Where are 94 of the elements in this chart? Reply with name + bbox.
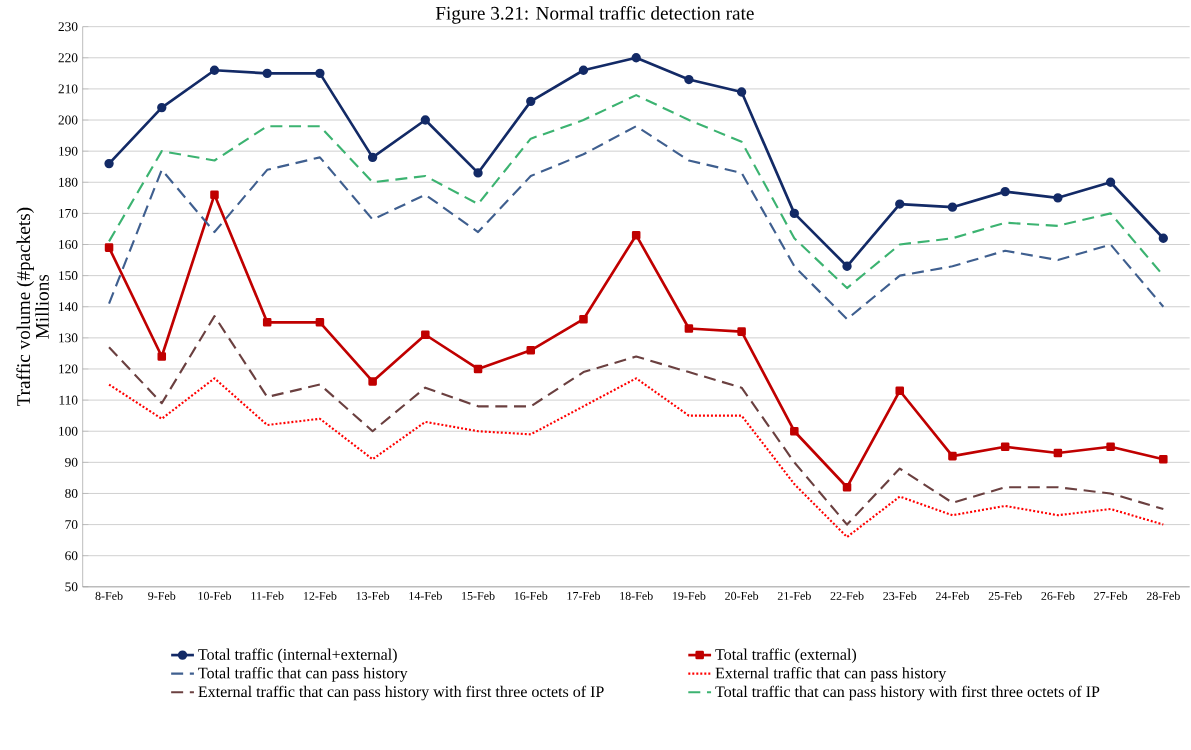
x-tick-label: 26-Feb: [1041, 591, 1075, 601]
x-tick-label: 25-Feb: [988, 591, 1022, 601]
point: [579, 315, 588, 324]
point: [315, 68, 325, 79]
point: [789, 208, 799, 219]
point: [578, 65, 589, 76]
x-tick-label: 16-Feb: [514, 591, 548, 601]
point: [367, 152, 378, 163]
point: [262, 68, 272, 79]
x-tick-label: 27-Feb: [1094, 591, 1128, 601]
point: [1106, 442, 1115, 452]
y-tick-label: 80: [65, 489, 78, 499]
line-series: [107, 315, 1165, 526]
x-tick-label: 10-Feb: [198, 591, 232, 601]
y-tick-label: 120: [59, 364, 78, 374]
x-tick-label: 21-Feb: [777, 591, 811, 601]
x-tick-label: 15-Feb: [462, 591, 495, 601]
y-tick-label: 210: [58, 84, 78, 94]
y-tick-label: 110: [59, 395, 78, 405]
x-tick-label: 24-Feb: [935, 591, 970, 601]
point: [262, 318, 272, 327]
x-tick-label: 19-Feb: [672, 591, 706, 601]
y-axis-title: Traffic volume (#packets): [16, 208, 34, 407]
text: Millions: [35, 275, 49, 339]
point: [1105, 177, 1116, 188]
x-tick-label: 22-Feb: [830, 591, 864, 601]
point: [1159, 455, 1168, 464]
legend-label: External traffic that can pass history: [715, 667, 947, 682]
y-tick-label: 190: [59, 146, 78, 156]
point: [684, 324, 694, 334]
x-tick-label: 13-Feb: [356, 591, 390, 601]
y-tick-label: 140: [59, 302, 78, 312]
point: [104, 159, 114, 169]
point: [631, 53, 641, 63]
legend-label: Total traffic (external): [715, 648, 857, 664]
point: [790, 427, 799, 436]
point: [737, 327, 746, 337]
point: [947, 202, 958, 213]
point: [1053, 193, 1063, 203]
chart-title: Figure 3.21: Normal traffic detection rate: [435, 6, 754, 24]
point: [1158, 233, 1168, 244]
y-tick-label: 60: [65, 551, 78, 561]
y-tick-label: 160: [59, 240, 78, 250]
legend-label: External traffic that can pass history with first three octets of IP: [198, 685, 604, 701]
point: [948, 452, 957, 461]
x-tick-label: 12-Feb: [303, 591, 337, 601]
point: [526, 346, 536, 355]
point: [736, 87, 747, 97]
x-tick-label: 23-Feb: [883, 591, 917, 601]
point: [104, 243, 114, 253]
legend-label: Total traffic that can pass history with first three octets of IP: [715, 685, 1100, 701]
point: [1000, 442, 1010, 452]
point: [368, 377, 377, 386]
point: [473, 364, 483, 374]
point: [1053, 448, 1063, 458]
line-series: [107, 377, 1165, 539]
y-tick-label: 50: [65, 582, 78, 592]
y-tick-label: 70: [65, 520, 78, 530]
y-tick-label: 230: [58, 22, 78, 32]
point: [895, 386, 905, 396]
x-tick-label: 11-Feb: [251, 591, 284, 601]
point: [473, 168, 483, 178]
x-tick-label: 20-Feb: [725, 591, 759, 601]
y-tick-label: 130: [59, 333, 78, 343]
point: [209, 65, 220, 76]
point: [842, 483, 852, 492]
point: [842, 261, 852, 272]
x-tick-label: 18-Feb: [620, 591, 653, 601]
point: [631, 231, 641, 240]
y-tick-label: 180: [59, 178, 78, 187]
x-tick-label: 14-Feb: [409, 591, 442, 601]
x-tick-label: 8-Feb: [95, 591, 123, 601]
y-tick-label: 200: [58, 115, 78, 125]
point: [684, 75, 694, 85]
point: [421, 330, 430, 340]
point: [157, 103, 167, 113]
x-tick-label: 17-Feb: [567, 591, 601, 601]
x-tick-label: 28-Feb: [1146, 591, 1180, 601]
point: [157, 352, 167, 362]
legend-label: Total traffic (internal+external): [198, 648, 397, 664]
point: [1000, 187, 1010, 197]
line-series: [107, 125, 1165, 321]
point: [895, 199, 905, 209]
legend-label: Total traffic that can pass history: [198, 667, 408, 682]
y-tick-label: 220: [58, 53, 78, 63]
point: [526, 96, 536, 107]
y-tick-label: 90: [65, 458, 78, 468]
y-tick-label: 150: [59, 271, 78, 281]
x-tick-label: 9-Feb: [148, 591, 176, 601]
y-tick-label: 170: [59, 209, 78, 219]
point: [315, 318, 325, 327]
point: [210, 190, 219, 200]
y-tick-label: 100: [59, 426, 78, 436]
point: [420, 115, 431, 125]
